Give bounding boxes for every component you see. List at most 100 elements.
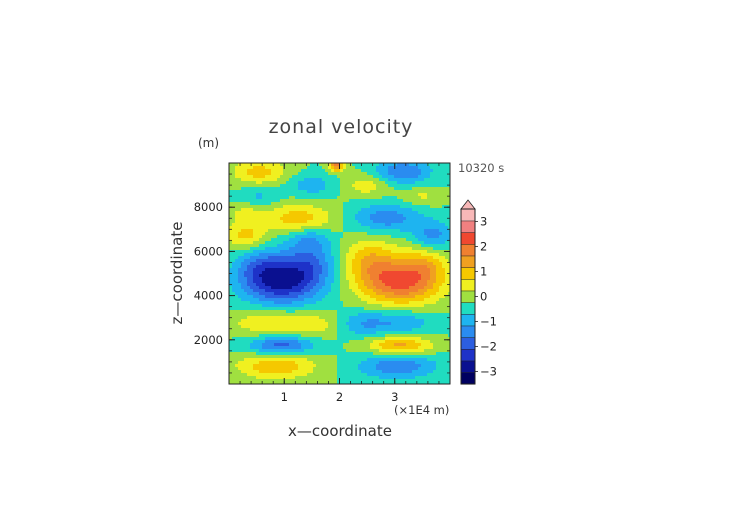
field-cell (247, 241, 251, 245)
field-cell (430, 217, 434, 221)
field-cell (340, 319, 344, 323)
field-cell (337, 295, 341, 299)
field-cell (259, 277, 263, 281)
field-cell (427, 298, 431, 302)
field-cell (397, 262, 401, 266)
field-cell (388, 223, 392, 227)
field-cell (253, 187, 257, 191)
field-cell (355, 214, 359, 218)
field-cell (238, 253, 242, 257)
field-cell (391, 334, 395, 338)
field-cell (397, 313, 401, 317)
field-cell (424, 331, 428, 335)
field-cell (340, 289, 344, 293)
field-cell (289, 232, 293, 236)
field-cell (283, 340, 287, 344)
field-cell (358, 274, 362, 278)
field-cell (280, 307, 284, 311)
field-cell (340, 346, 344, 350)
field-cell (307, 328, 311, 332)
field-cell (271, 325, 275, 329)
field-cell (448, 196, 451, 200)
field-cell (307, 259, 311, 263)
field-cell (385, 355, 389, 359)
field-cell (448, 343, 451, 347)
field-cell (418, 292, 422, 296)
field-cell (253, 316, 257, 320)
field-cell (415, 217, 419, 221)
field-cell (448, 328, 451, 332)
field-cell (334, 172, 338, 176)
field-cell (385, 340, 389, 344)
field-cell (424, 163, 428, 167)
field-cell (448, 319, 451, 323)
field-cell (316, 214, 320, 218)
field-cell (322, 295, 326, 299)
field-cell (271, 220, 275, 224)
field-cell (283, 361, 287, 365)
field-cell (310, 289, 314, 293)
field-cell (448, 190, 451, 194)
field-cell (262, 247, 266, 251)
field-cell (274, 274, 278, 278)
field-cell (442, 361, 446, 365)
field-cell (439, 310, 443, 314)
field-cell (370, 256, 374, 260)
field-cell (328, 310, 332, 314)
field-cell (316, 232, 320, 236)
field-cell (355, 202, 359, 206)
field-cell (298, 325, 302, 329)
field-cell (229, 175, 233, 179)
field-cell (391, 307, 395, 311)
field-cell (361, 289, 365, 293)
field-cell (238, 289, 242, 293)
field-cell (421, 280, 425, 284)
field-cell (307, 295, 311, 299)
field-cell (391, 196, 395, 200)
field-cell (244, 181, 248, 185)
field-cell (325, 223, 329, 227)
field-cell (382, 190, 386, 194)
field-cell (262, 274, 266, 278)
field-cell (286, 280, 290, 284)
field-cell (403, 208, 407, 212)
field-cell (259, 205, 263, 209)
field-cell (391, 304, 395, 308)
field-cell (250, 181, 254, 185)
field-cell (400, 361, 404, 365)
field-cell (235, 178, 239, 182)
field-cell (301, 181, 305, 185)
field-cell (298, 304, 302, 308)
field-cell (397, 229, 401, 233)
field-cell (235, 193, 239, 197)
field-cell (388, 337, 392, 341)
field-cell (298, 223, 302, 227)
field-cell (262, 352, 266, 356)
field-cell (292, 361, 296, 365)
field-cell (253, 355, 257, 359)
field-cell (328, 295, 332, 299)
field-cell (307, 337, 311, 341)
field-cell (361, 214, 365, 218)
field-cell (247, 211, 251, 215)
field-cell (367, 262, 371, 266)
field-cell (361, 319, 365, 323)
field-cell (430, 358, 434, 362)
field-cell (370, 283, 374, 287)
field-cell (334, 217, 338, 221)
field-cell (358, 259, 362, 263)
field-cell (448, 259, 451, 263)
field-cell (448, 199, 451, 203)
field-cell (412, 205, 416, 209)
field-cell (277, 358, 281, 362)
field-cell (250, 265, 254, 269)
field-cell (382, 202, 386, 206)
field-cell (397, 184, 401, 188)
field-cell (403, 190, 407, 194)
field-cell (265, 241, 269, 245)
field-cell (400, 244, 404, 248)
field-cell (394, 178, 398, 182)
field-cell (424, 346, 428, 350)
field-cell (277, 172, 281, 176)
field-cell (247, 214, 251, 218)
